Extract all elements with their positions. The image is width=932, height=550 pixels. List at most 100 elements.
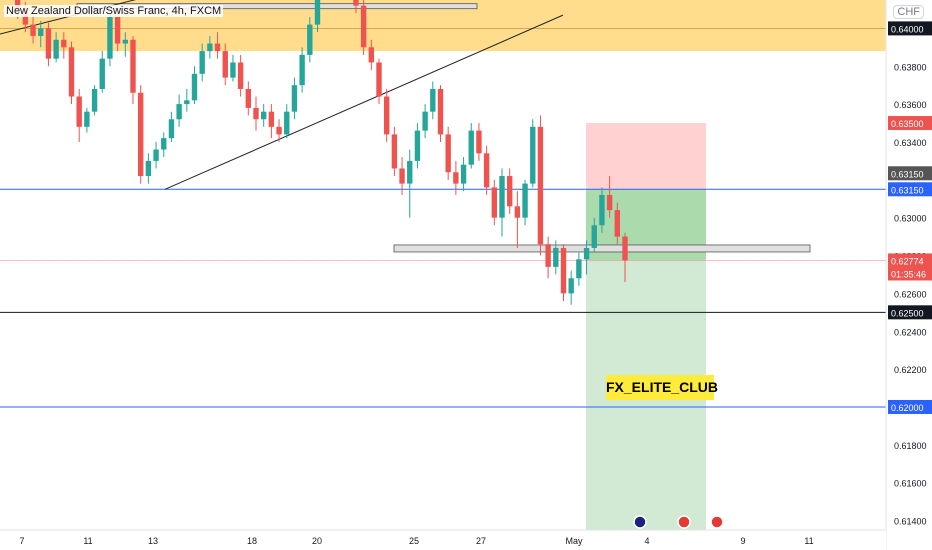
candle-body xyxy=(199,51,205,74)
price-label-bg xyxy=(888,166,932,181)
candle-body xyxy=(422,111,428,131)
price-label: 0.63500 xyxy=(891,119,924,129)
candle-body xyxy=(599,194,605,226)
price-label-bg xyxy=(888,305,932,320)
candle-body xyxy=(168,119,175,139)
candle-body xyxy=(476,130,482,154)
candle-body xyxy=(437,88,444,135)
y-tick-label: 0.62200 xyxy=(894,365,927,375)
plus-event-icon xyxy=(710,515,724,529)
candle-body xyxy=(376,62,382,97)
candle-body xyxy=(553,247,559,267)
candle-body xyxy=(606,194,613,211)
x-tick-label: 7 xyxy=(19,536,24,546)
candle-body xyxy=(299,54,305,86)
x-tick-label: 9 xyxy=(740,536,745,546)
candle-body xyxy=(483,153,490,188)
candle-body xyxy=(91,88,98,112)
candle-body xyxy=(307,24,313,55)
price-label: 0.62500 xyxy=(891,308,924,318)
candle-body xyxy=(38,28,44,36)
candle-body xyxy=(68,47,75,97)
candle-body xyxy=(222,51,228,78)
candle-body xyxy=(568,278,574,294)
price-label-bg xyxy=(888,399,932,414)
candle-body xyxy=(499,176,505,218)
candle-body xyxy=(506,176,513,207)
candle-body xyxy=(237,62,244,89)
candle-body xyxy=(530,126,536,184)
candle-body xyxy=(591,225,597,248)
x-tick-label: 11 xyxy=(804,536,813,546)
candle-body xyxy=(253,107,259,120)
candle-body xyxy=(560,247,567,294)
candle-body xyxy=(107,17,113,59)
candle-body xyxy=(99,58,105,89)
candle-body xyxy=(276,126,282,135)
candle-body xyxy=(161,138,167,150)
price-label: 0.62000 xyxy=(891,403,924,413)
candle-body xyxy=(191,73,198,101)
candle-body xyxy=(414,130,421,161)
candle-body xyxy=(576,259,582,279)
y-tick-label: 0.63600 xyxy=(894,100,927,110)
x-tick-label: 18 xyxy=(247,536,257,546)
candle-body xyxy=(445,134,451,173)
y-tick-label: 0.63800 xyxy=(894,62,927,72)
y-tick-label: 0.62600 xyxy=(894,289,927,299)
candle-body xyxy=(614,210,621,237)
candle-body xyxy=(45,28,52,59)
x-tick-label: 25 xyxy=(409,536,419,546)
candle-body xyxy=(84,111,90,127)
candle-body xyxy=(30,24,36,36)
price-label: 01:35:46 xyxy=(891,269,926,279)
price-label: 0.62774 xyxy=(891,256,924,266)
price-label-bg xyxy=(888,116,932,131)
candle-body xyxy=(114,17,121,44)
x-tick-label: May xyxy=(565,536,583,546)
candle-body xyxy=(245,88,252,108)
candle-body xyxy=(399,168,405,184)
price-label: 0.63150 xyxy=(891,169,924,179)
candle-body xyxy=(468,130,474,165)
price-label-bg xyxy=(888,253,932,268)
price-label-bg xyxy=(888,266,932,281)
candle-body xyxy=(353,0,359,6)
y-tick-label: 0.61800 xyxy=(894,441,927,451)
stop-loss-zone xyxy=(586,123,706,190)
candle-body xyxy=(391,134,398,169)
candle-body xyxy=(130,39,136,93)
candle-body xyxy=(314,0,321,25)
candle-body xyxy=(284,111,290,135)
candle-body xyxy=(291,85,298,112)
candle-body xyxy=(145,160,152,177)
candle-body xyxy=(407,160,413,184)
candle-body xyxy=(260,111,267,120)
candle-body xyxy=(545,244,551,267)
plus-event-icon xyxy=(677,515,691,529)
y-tick-label: 0.63400 xyxy=(894,138,927,148)
candle-body xyxy=(268,111,275,127)
candle-body xyxy=(61,39,67,48)
x-tick-label: 13 xyxy=(148,536,158,546)
price-label: 0.64000 xyxy=(891,24,924,34)
candle-body xyxy=(522,183,528,218)
flag-event-icon xyxy=(633,515,647,529)
x-tick-label: 11 xyxy=(83,536,92,546)
candle-body xyxy=(214,43,221,52)
x-axis-panel xyxy=(0,530,886,550)
candle-body xyxy=(491,187,498,218)
candle-body xyxy=(514,206,521,218)
y-tick-label: 0.61400 xyxy=(894,517,927,527)
candle-body xyxy=(137,92,144,177)
chart-title: New Zealand Dollar/Swiss Franc, 4h, FXCM xyxy=(4,5,224,17)
candle-body xyxy=(153,149,159,161)
candle-body xyxy=(453,172,459,184)
x-tick-label: 4 xyxy=(644,536,649,546)
watermark-label: FX_ELITE_CLUB xyxy=(606,375,718,400)
candle-body xyxy=(622,236,628,261)
currency-selector[interactable]: CHF xyxy=(893,5,924,19)
candle-body xyxy=(176,104,182,120)
y-tick-label: 0.61600 xyxy=(894,479,927,489)
